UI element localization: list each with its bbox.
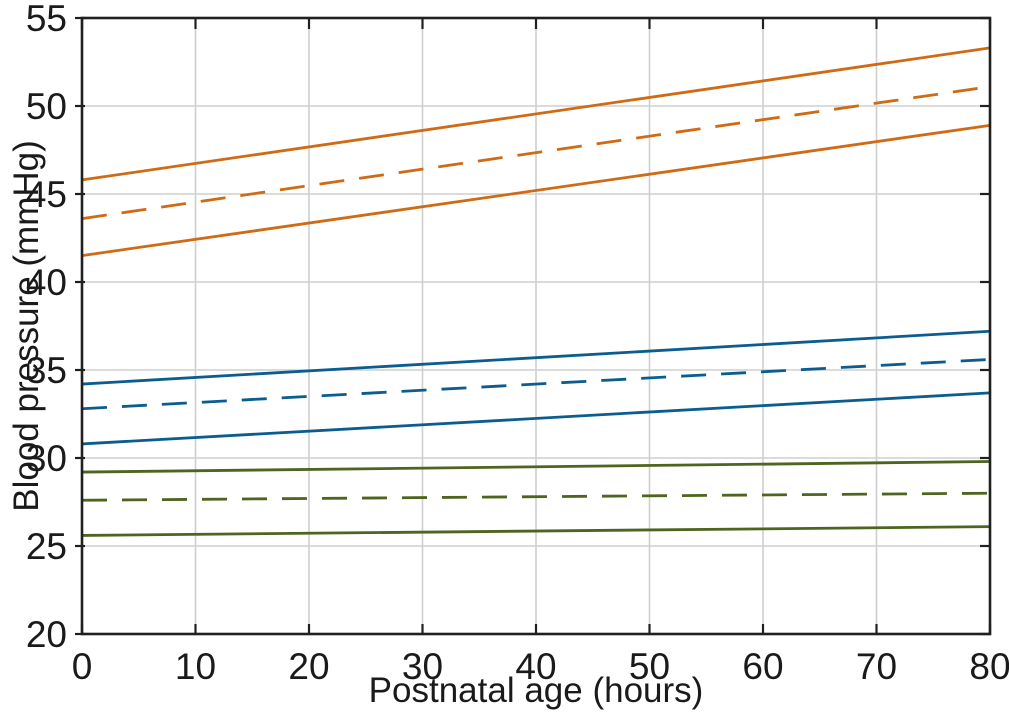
series-line-green-band-lower-limit [81,525,991,537]
y-tick-label: 25 [26,526,67,567]
x-tick-label: 60 [742,646,783,687]
series-line-green-band-upper-limit [81,460,991,474]
series-lines [81,46,991,537]
y-tick-label: 50 [26,86,67,127]
x-tick-label: 20 [288,646,329,687]
series-line-orange-band-lower-limit [81,123,991,257]
series-line-blue-band-midline [81,358,991,411]
y-tick-label: 30 [26,438,67,479]
x-tick-label: 0 [72,646,93,687]
y-axis-label: Blood pressure (mmHg) [7,140,46,512]
axis-tick-marks [75,16,992,636]
x-tick-label: 10 [175,646,216,687]
x-tick-label: 40 [515,646,556,687]
y-tick-label: 20 [26,614,67,655]
y-tick-label: 35 [26,350,67,391]
y-tick-label: 40 [26,262,67,303]
series-line-orange-band-midline [81,85,991,221]
axis-tick-labels: 0 10 20 30 40 50 60 70 80 20 25 30 35 40 45 50 55 [26,0,1009,687]
y-tick-label: 55 [26,0,67,39]
y-tick-label: 45 [26,174,67,215]
x-tick-label: 30 [402,646,443,687]
x-tick-label: 70 [856,646,897,687]
x-tick-label: 50 [629,646,670,687]
series-line-orange-band-upper-limit [81,46,991,182]
series-line-blue-band-lower-limit [81,391,991,446]
series-line-green-band-midline [81,491,991,502]
grid-lines [81,17,991,635]
series-line-blue-band-upper-limit [81,329,991,386]
x-axis-label: Postnatal age (hours) [369,671,704,710]
x-tick-label: 80 [969,646,1009,687]
